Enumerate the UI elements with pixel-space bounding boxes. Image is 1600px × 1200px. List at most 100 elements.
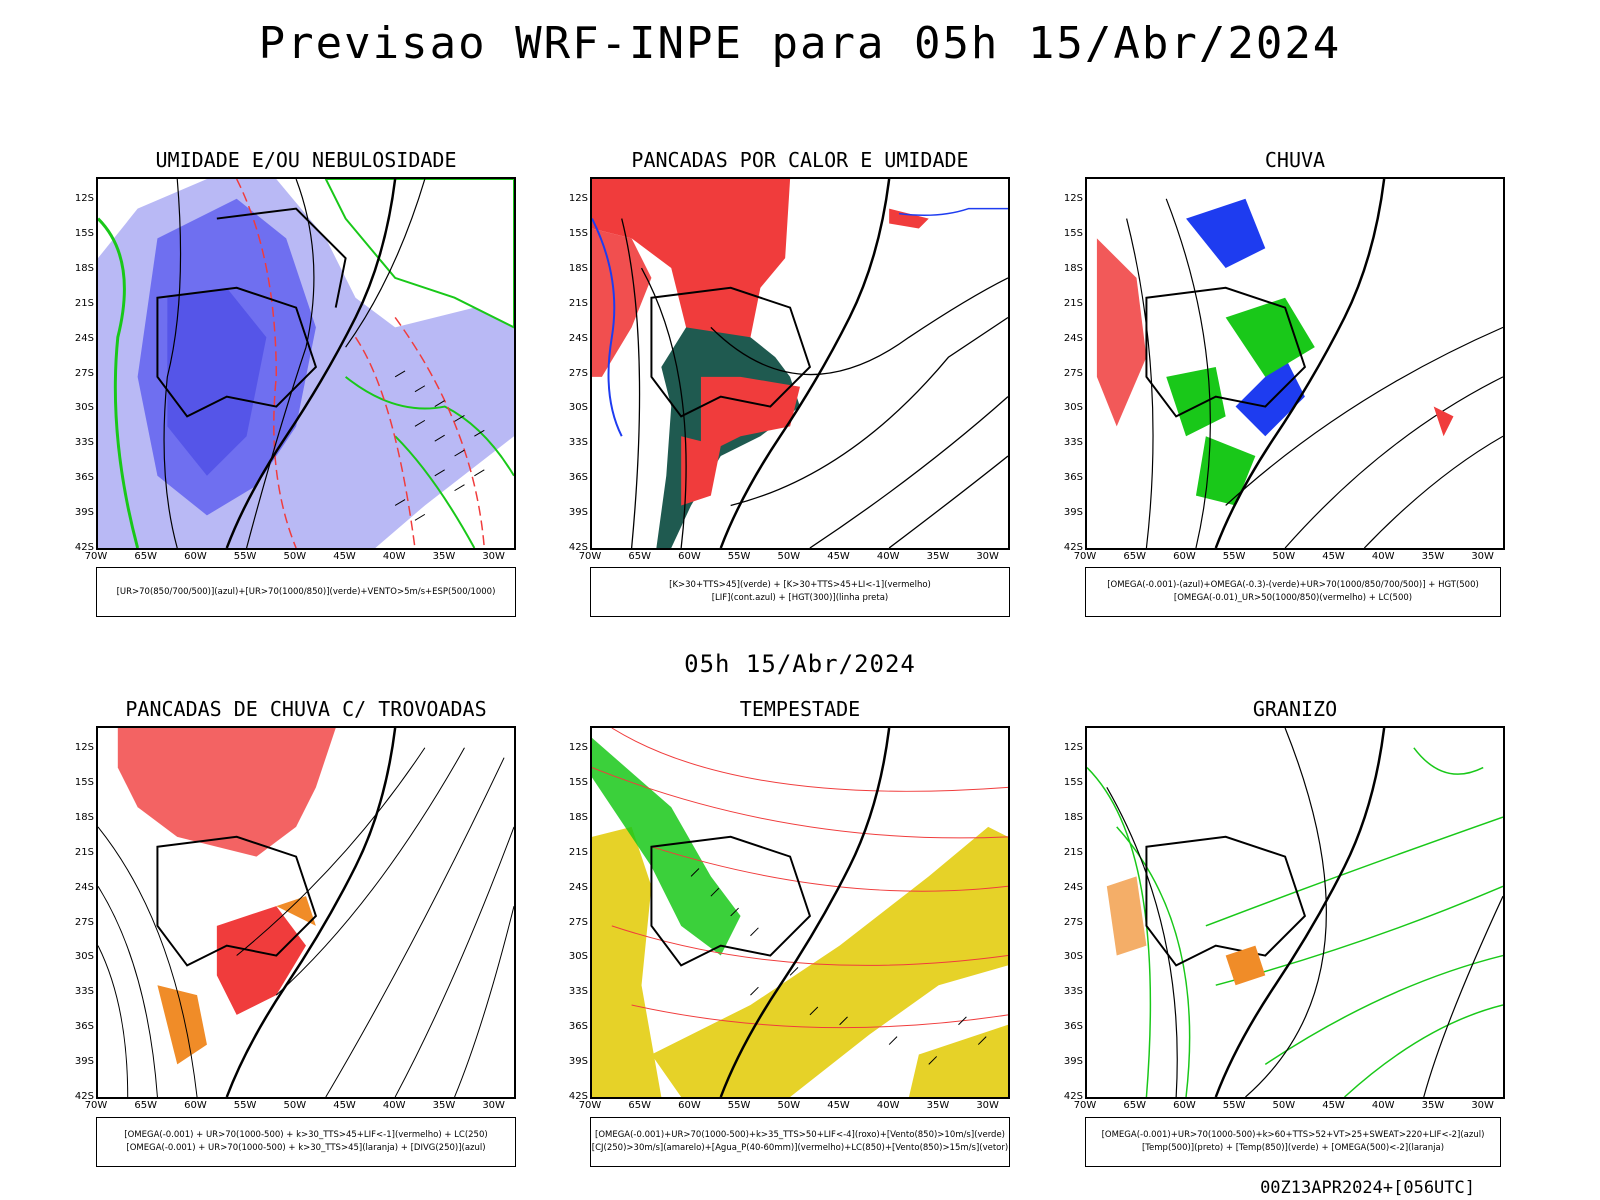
- y-tick-label: 18S: [1063, 262, 1083, 274]
- y-tick-label: 15S: [74, 227, 94, 239]
- panel-title-granizo: GRANIZO: [1252, 697, 1338, 721]
- x-tick-label: 70W: [1073, 551, 1097, 562]
- y-tick-label: 39S: [74, 1056, 94, 1068]
- y-tick-label: 12S: [568, 193, 588, 204]
- y-tick-label: 21S: [74, 297, 94, 309]
- x-tick-label: 30W: [482, 551, 505, 562]
- mid-title: 05h 15/Abr/2024: [684, 650, 916, 678]
- legend-granizo: [OMEGA(-0.001)+UR>70(1000-500)+k>60+TTS>…: [1085, 1117, 1501, 1167]
- y-tick-label: 27S: [568, 916, 588, 928]
- y-tick-label: 15S: [568, 776, 588, 788]
- y-tick-label: 24S: [1063, 332, 1083, 344]
- x-tick-label: 40W: [382, 1100, 406, 1111]
- x-tick-label: 60W: [678, 1100, 701, 1111]
- map-tempestade: [590, 726, 1010, 1099]
- y-tick-label: 15S: [1063, 776, 1083, 788]
- x-tick-label: 70W: [578, 1100, 602, 1111]
- y-tick-label: 18S: [1063, 811, 1083, 823]
- main-title: Previsao WRF-INPE para 05h 15/Abr/2024: [258, 18, 1342, 69]
- x-tick-label: 45W: [827, 1100, 850, 1111]
- map-pancadas-calor: [590, 177, 1010, 550]
- legend-line: [K>30+TTS>45](verde) + [K>30+TTS>45+LI<-…: [669, 580, 931, 590]
- y-tick-label: 15S: [568, 227, 588, 239]
- x-tick-label: 50W: [1272, 1100, 1296, 1111]
- legend-line: [Temp(500)](preto) + [Temp(850)](verde) …: [1141, 1143, 1445, 1153]
- x-tick-label: 35W: [1421, 551, 1445, 562]
- x-tick-label: 70W: [578, 551, 602, 562]
- x-tick-label: 55W: [233, 551, 257, 562]
- legend-chuva: [OMEGA(-0.001)-(azul)+OMEGA(-0.3)-(verde…: [1085, 567, 1501, 617]
- y-tick-label: 39S: [1063, 1056, 1083, 1068]
- y-tick-label: 33S: [74, 437, 94, 449]
- legend-line: [UR>70(850/700/500)](azul)+[UR>70(1000/8…: [116, 586, 496, 597]
- y-tick-label: 30S: [1063, 402, 1083, 414]
- y-tick-label: 27S: [568, 367, 588, 379]
- y-tick-label: 24S: [1063, 881, 1083, 893]
- legend-line: [OMEGA(-0.001)+UR>70(1000-500)+k>35_TTS>…: [595, 1130, 1005, 1140]
- y-tick-label: 33S: [74, 986, 94, 998]
- x-tick-label: 30W: [482, 1100, 505, 1111]
- map-umidade: [96, 177, 516, 550]
- x-tick-label: 65W: [628, 1100, 652, 1111]
- x-tick-label: 40W: [876, 1100, 900, 1111]
- x-tick-label: 40W: [1371, 1100, 1395, 1111]
- y-tick-label: 24S: [568, 881, 588, 893]
- x-tick-label: 60W: [184, 551, 207, 562]
- x-tick-label: 70W: [84, 1100, 108, 1111]
- y-tick-label: 15S: [74, 776, 94, 788]
- y-tick-label: 18S: [568, 811, 588, 823]
- x-tick-label: 45W: [333, 551, 356, 562]
- x-tick-label: 70W: [84, 551, 108, 562]
- x-tick-label: 40W: [876, 551, 900, 562]
- panel-title-pancadas-calor: PANCADAS POR CALOR E UMIDADE: [631, 148, 969, 172]
- y-tick-label: 24S: [74, 881, 94, 893]
- y-tick-label: 36S: [1063, 1021, 1083, 1033]
- map-chuva: [1085, 177, 1505, 550]
- y-tick-label: 30S: [1063, 951, 1083, 963]
- legend-line: [OMEGA(-0.001) + UR>70(1000-500) + k>30_…: [126, 1143, 486, 1153]
- x-tick-label: 65W: [1123, 1100, 1147, 1111]
- y-tick-label: 27S: [74, 916, 94, 928]
- x-tick-label: 55W: [233, 1100, 257, 1111]
- x-tick-label: 60W: [1173, 551, 1196, 562]
- legend-line: [CJ(250)>30m/s](amarelo)+[Agua_P(40-60mm…: [591, 1143, 1009, 1153]
- y-tick-label: 36S: [1063, 472, 1083, 484]
- y-tick-label: 42S: [74, 1091, 94, 1102]
- x-tick-label: 65W: [628, 551, 652, 562]
- legend-pancadas-calor: [K>30+TTS>45](verde) + [K>30+TTS>45+LI<-…: [590, 567, 1010, 617]
- x-tick-label: 45W: [333, 1100, 356, 1111]
- y-tick-label: 33S: [568, 986, 588, 998]
- y-tick-label: 21S: [1063, 846, 1083, 858]
- legend-line: [OMEGA(-0.001) + UR>70(1000-500) + k>30_…: [124, 1130, 488, 1140]
- y-tick-label: 39S: [568, 1056, 588, 1068]
- y-tick-label: 12S: [1063, 742, 1083, 753]
- y-tick-label: 42S: [1063, 542, 1083, 553]
- y-tick-label: 27S: [1063, 916, 1083, 928]
- y-tick-label: 18S: [568, 262, 588, 274]
- y-tick-label: 30S: [74, 402, 94, 414]
- y-tick-label: 18S: [74, 262, 94, 274]
- y-tick-label: 30S: [74, 951, 94, 963]
- x-tick-label: 65W: [134, 551, 158, 562]
- y-tick-label: 33S: [568, 437, 588, 449]
- y-tick-label: 24S: [568, 332, 588, 344]
- x-tick-label: 30W: [976, 1100, 999, 1111]
- x-tick-label: 55W: [1222, 1100, 1246, 1111]
- y-tick-label: 33S: [1063, 437, 1083, 449]
- x-tick-label: 50W: [1272, 551, 1296, 562]
- y-tick-label: 36S: [568, 1021, 588, 1033]
- y-tick-label: 36S: [74, 472, 94, 484]
- panel-title-umidade: UMIDADE E/OU NEBULOSIDADE: [155, 148, 457, 172]
- y-tick-label: 39S: [568, 507, 588, 519]
- y-tick-label: 33S: [1063, 986, 1083, 998]
- y-tick-label: 36S: [568, 472, 588, 484]
- legend-umidade: [UR>70(850/700/500)](azul)+[UR>70(1000/8…: [96, 567, 516, 617]
- y-tick-label: 30S: [568, 402, 588, 414]
- x-tick-label: 50W: [283, 1100, 307, 1111]
- x-tick-label: 55W: [727, 1100, 751, 1111]
- y-tick-label: 12S: [74, 742, 94, 753]
- y-tick-label: 42S: [568, 542, 588, 553]
- panel-title-tempestade: TEMPESTADE: [739, 697, 861, 721]
- legend-line: [OMEGA(-0.001)-(azul)+OMEGA(-0.3)-(verde…: [1107, 580, 1479, 590]
- legend-line: [OMEGA(-0.01)_UR>50(1000/850)(vermelho) …: [1173, 593, 1413, 603]
